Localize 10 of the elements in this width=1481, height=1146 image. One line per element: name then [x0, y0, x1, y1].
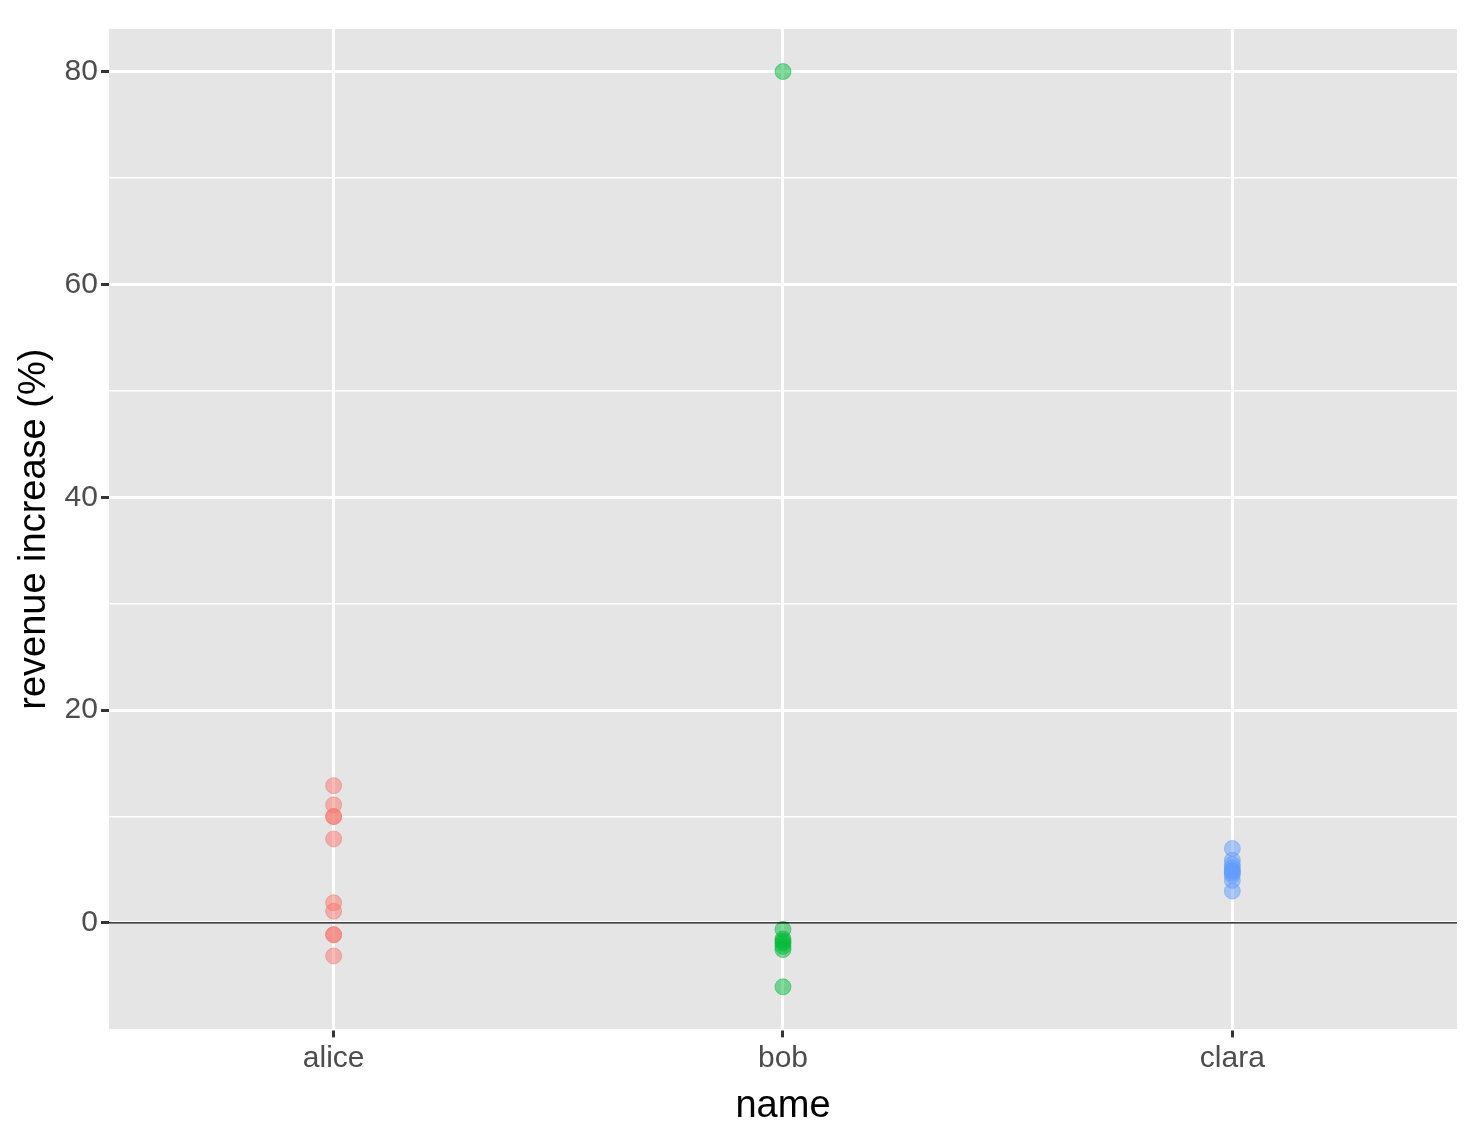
x-tick-label: bob: [757, 1039, 809, 1073]
y-axis-title: revenue increase (%): [11, 348, 54, 710]
x-tick-label: alice: [302, 1039, 365, 1073]
x-tick-label: clara: [1199, 1039, 1266, 1073]
y-tick-label: 40: [64, 478, 98, 512]
y-tick-label: 60: [64, 265, 98, 299]
y-tick-label: 80: [64, 52, 98, 86]
y-tick-label: 0: [81, 904, 98, 938]
y-tick-label: 20: [64, 691, 98, 725]
x-axis-title: name: [735, 1082, 831, 1125]
